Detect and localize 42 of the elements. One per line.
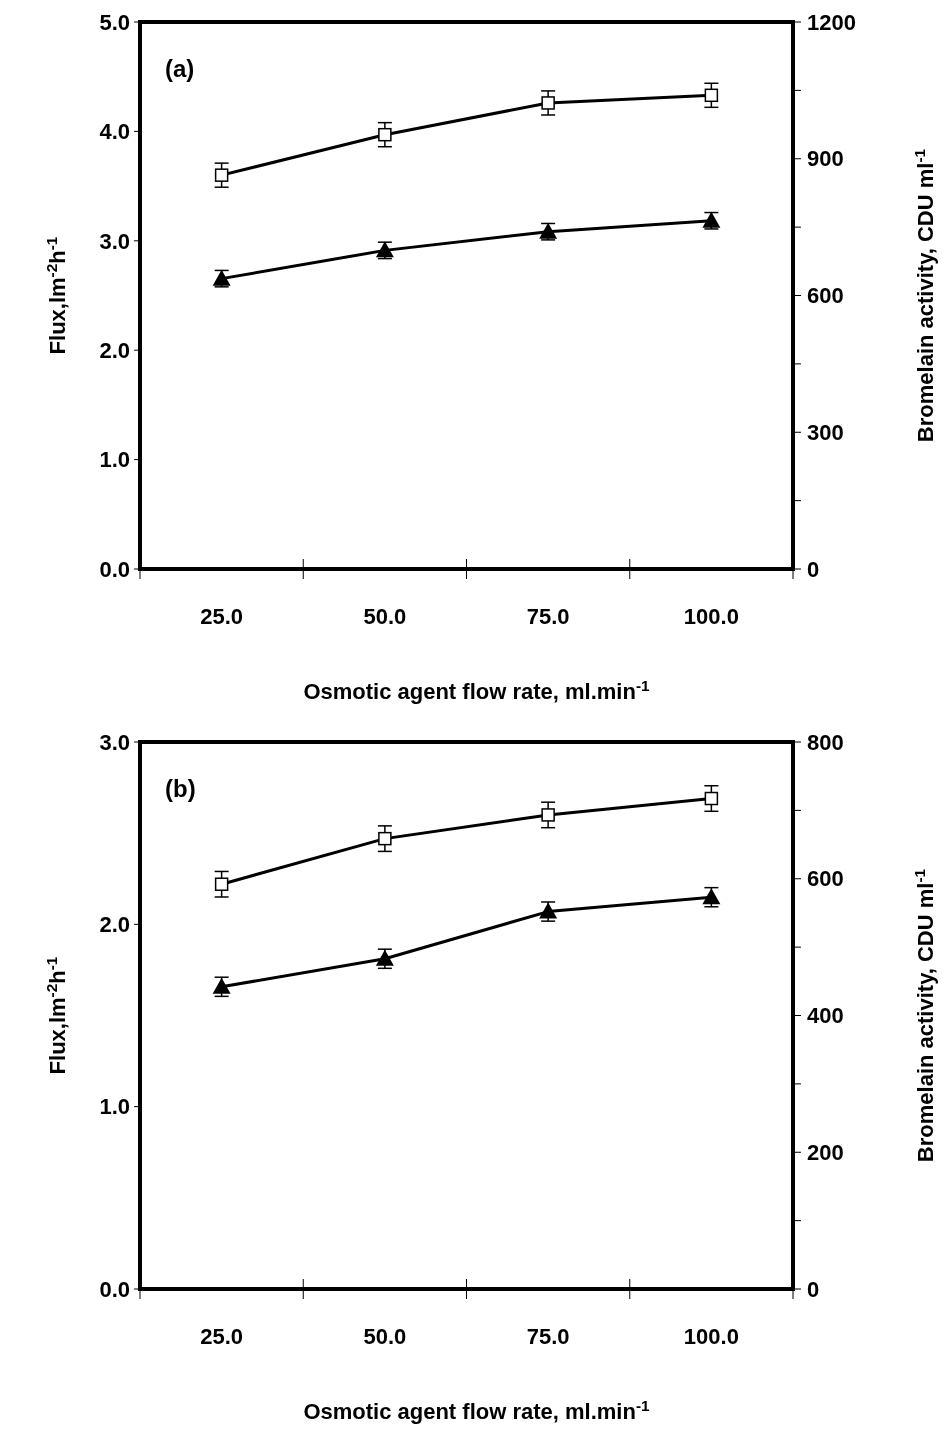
y2-tick-label: 900 (807, 146, 844, 172)
point (378, 127, 392, 142)
y2-tick-label: 300 (807, 419, 844, 445)
point (704, 791, 719, 806)
y-tick-label: 2.0 (99, 912, 130, 938)
x-axis-title: Osmotic agent flow rate, ml.min$^{-1}$ (303, 1396, 651, 1424)
y-tick-label: 0.0 (99, 556, 130, 582)
y-tick-label: 5.0 (99, 9, 130, 35)
y2-tick-label: 0 (807, 1276, 820, 1302)
point (704, 88, 719, 103)
y-tick-label: 2.0 (99, 337, 130, 363)
point (541, 808, 555, 822)
y-tick-label: 3.0 (99, 228, 130, 254)
x-tick-label: 75.0 (526, 1324, 570, 1349)
y2-tick-label: 200 (807, 1139, 844, 1165)
x-tick-label: 50.0 (363, 604, 407, 629)
x-axis-title: Osmotic agent flow rate, ml.min$^{-1}$ (303, 676, 651, 704)
x-tick-label: 100.0 (683, 604, 739, 629)
annotation: (a) (165, 55, 195, 82)
y-tick-label: 0.0 (99, 1276, 130, 1302)
y2-tick-label: 800 (807, 729, 844, 755)
x-tick-label: 100.0 (683, 1324, 739, 1349)
point (214, 168, 229, 182)
y-tick-label: 1.0 (99, 447, 130, 473)
y-tick-label: 1.0 (99, 1094, 130, 1120)
x-tick-label: 50.0 (363, 1324, 407, 1349)
x-tick-label: 75.0 (526, 604, 570, 629)
y-tick-label: 3.0 (99, 729, 130, 755)
annotation: (b) (165, 775, 196, 802)
x-tick-label: 25.0 (200, 604, 244, 629)
y2-tick-label: 1200 (807, 9, 856, 35)
point (212, 977, 231, 994)
y2-tick-label: 600 (807, 283, 844, 309)
x-tick-label: 25.0 (200, 1324, 244, 1349)
y-tick-label: 4.0 (99, 119, 130, 145)
point (214, 877, 229, 891)
y2-tick-label: 600 (807, 866, 844, 892)
point (375, 949, 394, 966)
point (541, 96, 555, 110)
point (378, 831, 392, 846)
y2-tick-label: 0 (807, 556, 820, 582)
y2-tick-label: 400 (807, 1003, 844, 1029)
